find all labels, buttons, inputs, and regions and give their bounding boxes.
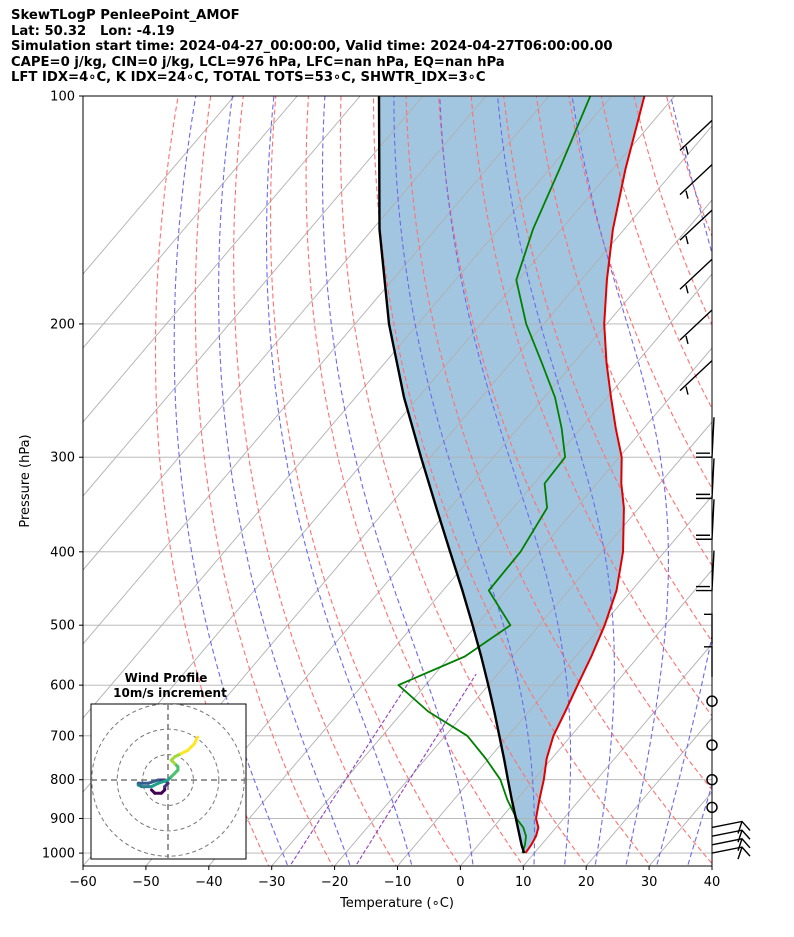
x-tick-label: 20 xyxy=(578,875,595,890)
hodograph-segment xyxy=(156,778,170,785)
cin-fill-layer xyxy=(379,96,645,854)
axes-layer: −60 −50 −40 −30 −20 −10 0 10 20 30 40 1000 900 800 700… xyxy=(42,90,720,891)
wind-barb xyxy=(679,119,713,155)
mixing-ratio-line xyxy=(289,673,415,866)
isotherm-line xyxy=(396,495,712,866)
hodograph-segment xyxy=(146,778,160,785)
moist-adiabat-line xyxy=(173,96,289,866)
wind-barb xyxy=(679,164,713,199)
isotherm-line xyxy=(83,96,487,571)
isotherm-line xyxy=(522,643,712,866)
wind-barb xyxy=(679,209,713,245)
isotherm-line xyxy=(459,569,712,866)
isotherm-line xyxy=(83,96,613,719)
y-tick-label: 800 xyxy=(50,773,75,788)
dry-adiabat-line xyxy=(535,96,712,567)
params-line-2: LFT IDX=4∘C, K IDX=24∘C, TOTAL TOTS=53∘C… xyxy=(11,70,486,85)
x-tick-label: −10 xyxy=(384,875,411,890)
dry-adiabat-line xyxy=(600,96,712,410)
y-tick-label: 700 xyxy=(50,729,75,744)
x-tick-label: −30 xyxy=(258,875,285,890)
y-tick-label: 500 xyxy=(50,619,75,634)
x-tick-label: 40 xyxy=(704,875,721,890)
moist-adiabat-line xyxy=(439,96,572,866)
y-tick-label: 200 xyxy=(50,317,75,332)
wind-barb xyxy=(711,838,751,852)
moist-adiabat-layer xyxy=(173,79,794,872)
isotherm-line xyxy=(83,96,235,275)
moist-adiabat-line xyxy=(497,96,615,866)
y-tick-label: 400 xyxy=(50,545,75,560)
hodograph-segment xyxy=(186,742,196,752)
isotherm-line xyxy=(83,96,424,497)
chart-header: SkewTLogP PenleePoint_AMOF Lat: 50.32 Lon… xyxy=(11,8,613,86)
moist-adiabat-line xyxy=(717,79,794,872)
dry-adiabat-line xyxy=(339,96,588,866)
mixing-ratio-layer xyxy=(289,673,477,866)
x-tick-label: −20 xyxy=(321,875,348,890)
y-axis-label: Pressure (hPa) xyxy=(18,434,33,527)
cin-shaded-area xyxy=(379,96,645,854)
x-tick-label: 10 xyxy=(515,875,532,890)
profile-layer xyxy=(377,96,646,854)
params-line-1: CAPE=0 j/kg, CIN=0 j/kg, LCL=976 hPa, LF… xyxy=(11,54,505,70)
moist-adiabat-line xyxy=(218,96,351,866)
isotherm-line xyxy=(83,96,361,423)
dry-adiabat-line xyxy=(372,96,652,866)
x-tick-label: −60 xyxy=(69,875,96,890)
x-axis-label: Temperature (∘C) xyxy=(339,896,454,911)
y-tick-label: 300 xyxy=(50,451,75,466)
temperature-profile-line xyxy=(524,96,646,854)
location-line: Lat: 50.32 Lon: -4.19 xyxy=(11,23,175,39)
x-tick-label: 30 xyxy=(641,875,658,890)
y-tick-label: 1000 xyxy=(42,847,75,862)
isotherm-line xyxy=(145,199,712,866)
isotherm-line xyxy=(83,96,298,349)
wind-barb xyxy=(711,820,751,834)
dry-adiabat-line xyxy=(194,96,334,866)
moist-adiabat-line xyxy=(571,96,669,866)
chart-title: SkewTLogP PenleePoint_AMOF xyxy=(11,8,240,23)
wind-barb xyxy=(711,846,751,860)
hodograph-subtitle: 10m/s increment xyxy=(113,686,227,700)
isotherm-line xyxy=(334,421,712,866)
y-tick-label: 900 xyxy=(50,812,75,827)
isotherm-line xyxy=(208,273,712,866)
mixing-ratio-line xyxy=(354,673,477,866)
wind-barb xyxy=(679,309,713,345)
parcel-profile-line xyxy=(377,96,526,854)
wind-barb xyxy=(679,258,713,294)
hodograph-segment xyxy=(192,735,200,746)
x-tick-label: 0 xyxy=(456,875,464,890)
y-tick-label: 600 xyxy=(50,679,75,694)
moist-adiabat-line xyxy=(393,96,536,866)
dry-adiabat-line xyxy=(305,96,525,866)
moist-adiabat-line xyxy=(687,782,712,866)
wind-barb xyxy=(679,360,713,395)
x-tick-label: −40 xyxy=(195,875,222,890)
x-tick-label: −50 xyxy=(132,875,159,890)
dry-adiabat-line xyxy=(405,96,712,865)
hodograph-title: Wind Profile xyxy=(125,671,208,685)
moist-adiabat-line xyxy=(265,96,413,866)
isotherm-line xyxy=(83,96,550,645)
hodograph-inset: Wind Profile 10m/s increment xyxy=(90,671,247,860)
dry-adiabat-line xyxy=(270,96,461,866)
times-line: Simulation start time: 2024-04-27_00:00:… xyxy=(11,39,613,54)
dry-adiabat-line xyxy=(470,96,712,717)
wind-barb xyxy=(711,829,751,843)
y-tick-label: 100 xyxy=(50,90,75,105)
